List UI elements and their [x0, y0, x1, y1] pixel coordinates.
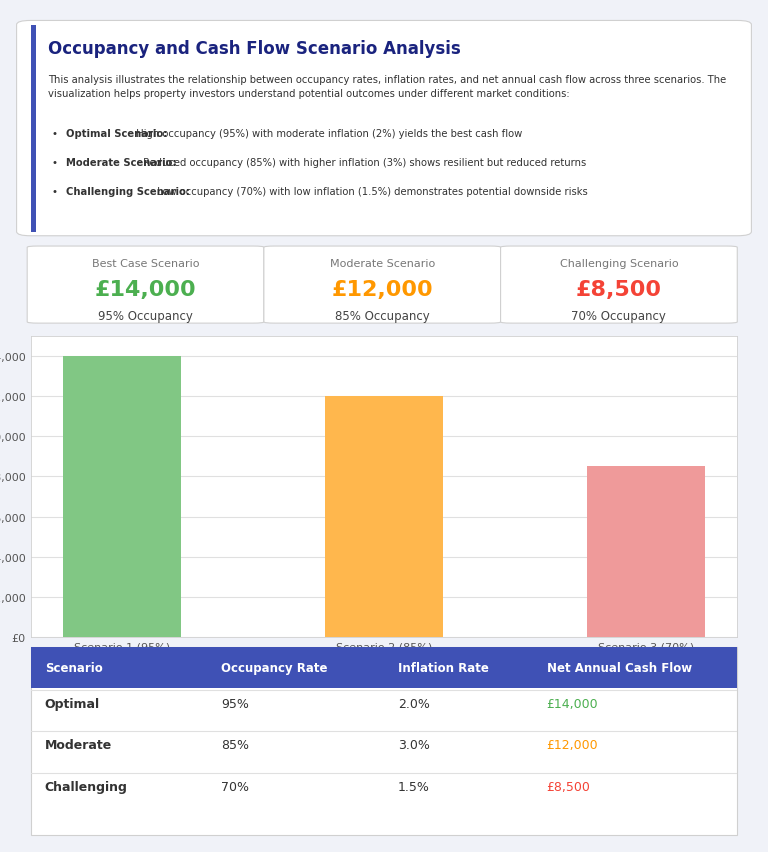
Text: •: • — [52, 129, 58, 139]
Text: Reduced occupancy (85%) with higher inflation (3%) shows resilient but reduced r: Reduced occupancy (85%) with higher infl… — [141, 158, 587, 168]
Text: High occupancy (95%) with moderate inflation (2%) yields the best cash flow: High occupancy (95%) with moderate infla… — [133, 129, 522, 139]
Text: Moderate: Moderate — [45, 738, 112, 751]
Text: 2.0%: 2.0% — [398, 697, 430, 710]
Text: 85% Occupancy: 85% Occupancy — [335, 310, 429, 323]
FancyBboxPatch shape — [31, 647, 737, 835]
Bar — [63, 356, 180, 637]
Text: Scenario: Scenario — [45, 661, 103, 674]
Text: £14,000: £14,000 — [547, 697, 598, 710]
Text: 95%: 95% — [221, 697, 250, 710]
Text: 3.0%: 3.0% — [398, 738, 430, 751]
FancyBboxPatch shape — [27, 247, 264, 324]
Text: •: • — [52, 158, 58, 168]
Text: £12,000: £12,000 — [547, 738, 598, 751]
Text: Moderate Scenario:: Moderate Scenario: — [66, 158, 177, 168]
Text: £8,500: £8,500 — [576, 279, 662, 299]
Text: 95% Occupancy: 95% Occupancy — [98, 310, 193, 323]
FancyBboxPatch shape — [501, 247, 737, 324]
Text: 70% Occupancy: 70% Occupancy — [571, 310, 667, 323]
Text: •: • — [52, 187, 58, 197]
Bar — [588, 467, 705, 637]
Text: Challenging Scenario: Challenging Scenario — [560, 259, 678, 269]
Text: Optimal Scenario:: Optimal Scenario: — [66, 129, 167, 139]
Text: £12,000: £12,000 — [332, 279, 433, 299]
Text: Net Annual Cash Flow: Net Annual Cash Flow — [547, 661, 692, 674]
Text: Inflation Rate: Inflation Rate — [398, 661, 489, 674]
FancyBboxPatch shape — [17, 21, 751, 237]
Text: Challenging: Challenging — [45, 780, 127, 792]
Text: Optimal: Optimal — [45, 697, 100, 710]
Text: Challenging Scenario:: Challenging Scenario: — [66, 187, 190, 197]
Bar — [325, 396, 443, 637]
Text: 1.5%: 1.5% — [398, 780, 430, 792]
FancyBboxPatch shape — [31, 647, 737, 688]
FancyBboxPatch shape — [31, 26, 36, 233]
Text: This analysis illustrates the relationship between occupancy rates, inflation ra: This analysis illustrates the relationsh… — [48, 75, 727, 99]
Text: Low occupancy (70%) with low inflation (1.5%) demonstrates potential downside ri: Low occupancy (70%) with low inflation (… — [154, 187, 588, 197]
Text: Occupancy Rate: Occupancy Rate — [221, 661, 328, 674]
Text: £8,500: £8,500 — [547, 780, 591, 792]
Text: £14,000: £14,000 — [94, 279, 197, 299]
Text: 70%: 70% — [221, 780, 250, 792]
Text: Moderate Scenario: Moderate Scenario — [329, 259, 435, 269]
Text: Occupancy and Cash Flow Scenario Analysis: Occupancy and Cash Flow Scenario Analysi… — [48, 40, 461, 58]
Text: Best Case Scenario: Best Case Scenario — [92, 259, 199, 269]
FancyBboxPatch shape — [264, 247, 501, 324]
Text: 85%: 85% — [221, 738, 250, 751]
